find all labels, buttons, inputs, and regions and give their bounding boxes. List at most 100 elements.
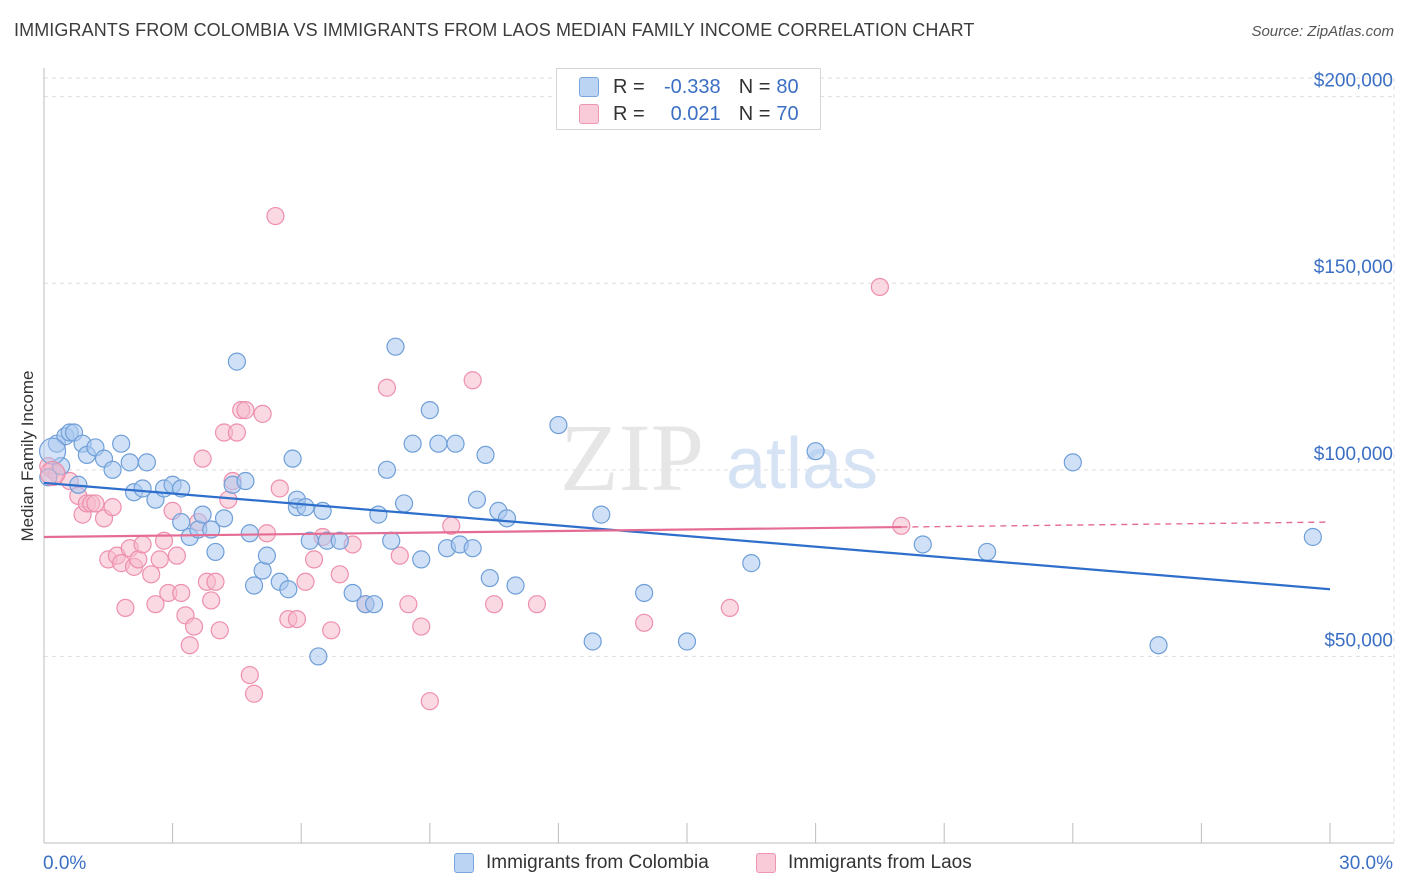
point-laos (227, 423, 246, 442)
series-legend: Immigrants from Colombia Immigrants from… (0, 852, 1406, 876)
point-laos (133, 535, 152, 554)
x-tick-label-max: 30.0% (1339, 853, 1393, 874)
point-laos (142, 565, 161, 584)
point-colombia (112, 434, 131, 453)
point-colombia (369, 505, 388, 524)
point-laos (304, 550, 324, 569)
point-colombia (377, 460, 397, 479)
point-colombia (330, 531, 349, 550)
point-colombia (583, 632, 602, 651)
point-colombia (1149, 636, 1168, 655)
point-laos (892, 516, 911, 535)
y-tick-label: $50,000 (1324, 630, 1393, 651)
colombia-swatch (454, 853, 474, 873)
point-colombia (592, 505, 611, 524)
point-laos (420, 692, 439, 711)
grid-layer (44, 77, 1395, 843)
point-colombia (193, 505, 212, 524)
point-colombia (1063, 453, 1082, 472)
watermark-atlas: atlas (726, 424, 878, 504)
laos-swatch (756, 853, 776, 873)
point-laos (116, 598, 135, 618)
point-colombia (549, 415, 568, 435)
point-colombia (480, 568, 499, 588)
trend-line-laos-extension (901, 521, 1331, 528)
correlation-legend: R = -0.338 N = 80 R = 0.021 N = 70 (556, 68, 821, 130)
point-laos (146, 595, 165, 614)
point-laos (103, 498, 122, 517)
point-laos (870, 277, 890, 297)
point-colombia (394, 494, 414, 513)
point-laos (202, 591, 221, 610)
r-value: -0.338 (663, 75, 721, 98)
point-laos (296, 572, 315, 591)
point-laos (167, 546, 186, 565)
point-colombia (677, 632, 697, 651)
point-colombia (364, 595, 384, 614)
legend-row-colombia: R = -0.338 N = 80 (579, 74, 799, 100)
n-value: 80 (776, 75, 799, 98)
source-label: Source: ZipAtlas.com (1251, 23, 1394, 40)
point-colombia (236, 471, 255, 491)
point-laos (412, 617, 431, 636)
point-colombia (253, 561, 272, 580)
watermark-zip: ZIP (560, 404, 704, 511)
point-laos (485, 595, 504, 614)
watermark: ZIP atlas (560, 404, 878, 511)
n-label: N = (738, 75, 771, 98)
chart-title: IMMIGRANTS FROM COLOMBIA VS IMMIGRANTS F… (14, 20, 975, 40)
n-value: 70 (776, 102, 799, 125)
point-colombia (137, 453, 156, 472)
point-laos (377, 378, 397, 397)
points-layer (38, 206, 1322, 711)
legend-item-colombia[interactable]: Immigrants from Colombia (454, 852, 709, 874)
point-laos (184, 617, 204, 636)
y-tick-label: $200,000 (1314, 71, 1393, 92)
point-colombia (103, 460, 122, 479)
point-colombia (806, 442, 825, 461)
laos-swatch (579, 104, 599, 124)
point-laos (527, 595, 547, 614)
point-laos (150, 550, 169, 569)
point-colombia (476, 445, 495, 465)
point-laos (244, 684, 264, 703)
point-laos (206, 572, 225, 591)
point-laos (720, 598, 739, 618)
point-colombia (227, 352, 246, 371)
r-value: 0.021 (670, 102, 721, 125)
point-colombia (283, 449, 302, 468)
x-tick-label-min: 0.0% (43, 853, 86, 874)
point-colombia (429, 434, 448, 453)
trend-line-colombia (43, 481, 1331, 591)
point-colombia (257, 546, 277, 565)
point-colombia (467, 490, 487, 509)
point-colombia (506, 576, 525, 595)
legend-row-laos: R = 0.021 N = 70 (579, 101, 799, 127)
legend-label-laos: Immigrants from Laos (788, 852, 972, 873)
y-tick-label: $150,000 (1314, 257, 1393, 278)
legend-item-laos[interactable]: Immigrants from Laos (756, 852, 972, 874)
point-laos (270, 479, 289, 498)
point-colombia (420, 401, 439, 420)
trend-line-laos (43, 525, 902, 539)
point-laos (635, 613, 654, 632)
point-colombia (497, 509, 517, 528)
point-laos (86, 494, 105, 513)
point-laos (129, 550, 148, 569)
point-colombia (172, 512, 191, 532)
point-laos (322, 621, 341, 640)
point-laos (399, 595, 418, 614)
point-colombia (1303, 527, 1322, 547)
y-tick-label: $100,000 (1314, 444, 1393, 465)
point-laos (180, 636, 199, 655)
point-colombia (977, 542, 997, 562)
trend-layer (43, 481, 1331, 591)
point-laos (266, 206, 285, 226)
point-colombia (296, 498, 315, 517)
point-colombia (244, 576, 264, 595)
point-laos (390, 546, 409, 565)
point-colombia (382, 531, 401, 550)
point-colombia (38, 437, 67, 465)
r-label: R = (613, 102, 645, 125)
point-colombia (279, 580, 298, 599)
